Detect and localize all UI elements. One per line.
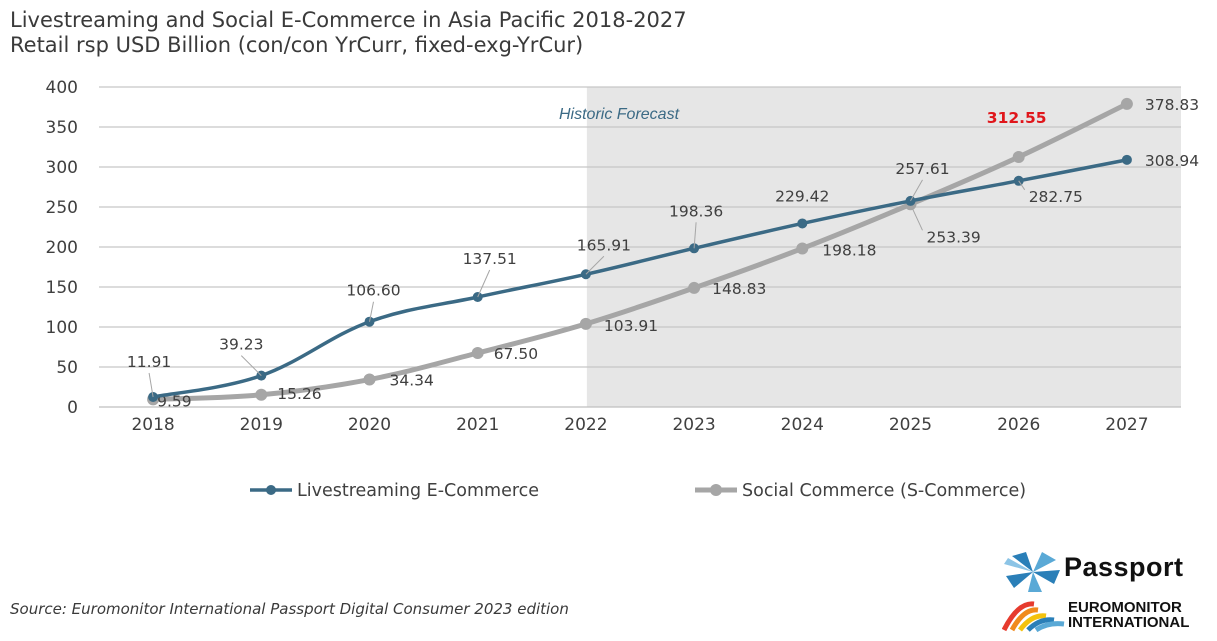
data-point bbox=[471, 347, 484, 359]
data-label: 67.50 bbox=[494, 345, 538, 363]
x-tick-label: 2022 bbox=[564, 415, 607, 435]
euromonitor-logo-icon bbox=[1002, 601, 1065, 632]
data-label: 378.83 bbox=[1145, 96, 1199, 114]
x-tick-label: 2020 bbox=[348, 415, 391, 435]
y-tick-label: 300 bbox=[46, 158, 78, 178]
legend-label: Social Commerce (S-Commerce) bbox=[742, 481, 1026, 501]
source-note: Source: Euromonitor International Passpo… bbox=[10, 600, 569, 618]
data-point bbox=[1121, 154, 1132, 165]
x-tick-label: 2026 bbox=[997, 415, 1040, 435]
data-label: 148.83 bbox=[712, 280, 766, 298]
data-label: 15.26 bbox=[277, 385, 321, 403]
label-leader bbox=[910, 179, 923, 202]
label-leader bbox=[148, 372, 154, 398]
label-leader bbox=[1018, 180, 1026, 191]
y-tick-label: 150 bbox=[46, 278, 78, 298]
y-tick-label: 50 bbox=[56, 358, 78, 378]
data-label: 34.34 bbox=[390, 372, 434, 390]
data-label: 257.61 bbox=[895, 160, 949, 178]
x-tick-label: 2019 bbox=[240, 415, 283, 435]
data-label: 39.23 bbox=[219, 336, 263, 354]
euromonitor-wordmark-line2: INTERNATIONAL bbox=[1068, 614, 1190, 631]
y-tick-label: 100 bbox=[46, 318, 78, 338]
data-label: 165.91 bbox=[577, 236, 631, 254]
x-tick-label: 2021 bbox=[456, 415, 499, 435]
chart-subtitle: Retail rsp USD Billion (con/con YrCurr, … bbox=[10, 33, 584, 57]
line-chart: 0 50 100 150 200 250 300 350 400 2018 2019 2020 2021… bbox=[46, 78, 1200, 501]
data-point bbox=[363, 373, 376, 386]
data-point bbox=[255, 388, 268, 401]
data-label: 9.59 bbox=[157, 392, 192, 410]
y-tick-label: 250 bbox=[46, 198, 78, 218]
data-point bbox=[797, 218, 808, 229]
data-point bbox=[579, 317, 592, 330]
label-leader bbox=[369, 301, 374, 322]
data-label: 229.42 bbox=[775, 187, 829, 205]
data-point bbox=[1012, 150, 1025, 163]
data-point bbox=[1120, 97, 1133, 110]
data-point bbox=[796, 242, 809, 255]
x-tick-label: 2027 bbox=[1105, 415, 1148, 435]
data-label: 103.91 bbox=[604, 317, 658, 335]
label-leader bbox=[240, 355, 262, 376]
legend-swatch-marker bbox=[266, 485, 276, 495]
y-tick-label: 350 bbox=[46, 118, 78, 138]
label-leader bbox=[477, 269, 491, 298]
series-line bbox=[151, 158, 1129, 399]
label-leader bbox=[910, 204, 923, 231]
x-tick-label: 2024 bbox=[781, 415, 824, 435]
data-label: 198.18 bbox=[822, 241, 876, 259]
data-label: 312.55 bbox=[987, 109, 1047, 127]
y-tick-label: 0 bbox=[67, 398, 78, 418]
x-tick-label: 2018 bbox=[131, 415, 174, 435]
data-point bbox=[688, 281, 701, 294]
data-label: 253.39 bbox=[927, 228, 981, 246]
label-leader bbox=[585, 255, 605, 275]
legend-swatch-marker bbox=[710, 484, 722, 496]
series-line bbox=[150, 101, 1130, 402]
chart-title: Livestreaming and Social E-Commerce in A… bbox=[10, 8, 687, 32]
y-tick-label: 400 bbox=[46, 78, 78, 98]
passport-logo-icon bbox=[1004, 552, 1060, 592]
data-label: 137.51 bbox=[463, 250, 517, 268]
x-tick-label: 2025 bbox=[889, 415, 932, 435]
euromonitor-wordmark-line1: EUROMONITOR bbox=[1068, 599, 1182, 616]
data-label: 106.60 bbox=[346, 282, 400, 300]
historic-forecast-annotation: Historic Forecast bbox=[559, 106, 680, 123]
label-leader bbox=[693, 222, 697, 249]
passport-wordmark: Passport bbox=[1064, 552, 1184, 582]
data-label: 308.94 bbox=[1145, 152, 1199, 170]
legend-label: Livestreaming E-Commerce bbox=[297, 481, 539, 501]
data-label: 11.91 bbox=[127, 353, 171, 371]
x-tick-label: 2023 bbox=[672, 415, 715, 435]
passport-euromonitor-logo: Passport EUROMONITOR INTERNATIONAL bbox=[1000, 548, 1205, 636]
data-label: 198.36 bbox=[669, 202, 723, 220]
y-tick-label: 200 bbox=[46, 238, 78, 258]
data-label: 282.75 bbox=[1029, 188, 1083, 206]
